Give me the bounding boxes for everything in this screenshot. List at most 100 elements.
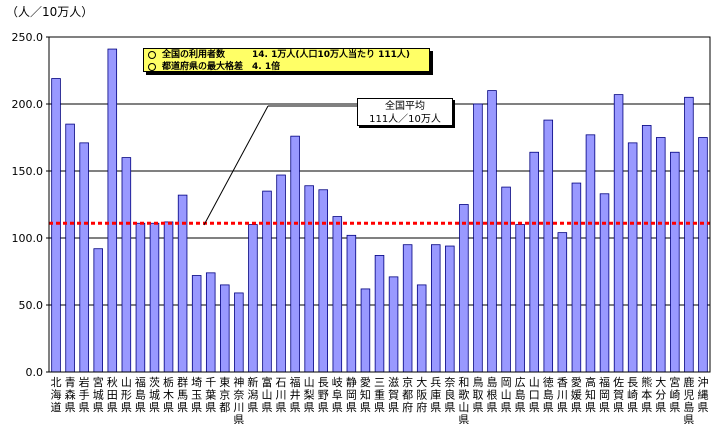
bar-熊本県 [641, 125, 652, 373]
bar-長野県 [318, 189, 329, 373]
category-label: 東京都 [219, 376, 230, 414]
category-label: 秋田県 [107, 375, 118, 414]
y-tick-label: 100.0 [12, 232, 44, 245]
bar-沖縄県 [698, 137, 708, 373]
average-callout-title: 全国平均 [385, 101, 425, 112]
category-label: 広島県 [515, 376, 526, 414]
bar-大阪府 [416, 284, 427, 373]
bar-東京都 [220, 284, 230, 373]
bar-奈良県 [445, 245, 455, 373]
bar-富山県 [262, 190, 272, 373]
category-label: 富山県 [261, 375, 272, 414]
category-label: 佐賀県 [613, 375, 624, 414]
bar-群馬県 [177, 194, 188, 373]
y-unit-label: （人／10万人） [6, 5, 93, 19]
bar-徳島県 [543, 119, 554, 373]
bar-岐阜県 [332, 216, 343, 373]
category-label: 福井県 [290, 375, 301, 414]
bullet-circle-icon [148, 62, 156, 71]
bar-大分県 [656, 137, 666, 373]
bar-岡山県 [501, 186, 511, 373]
category-label: 岩手県 [79, 375, 90, 414]
bar-岩手県 [79, 142, 89, 373]
y-tick-label: 200.0 [12, 98, 44, 111]
category-label: 岐阜県 [332, 376, 343, 414]
category-label: 熊本県 [641, 375, 652, 414]
bar-愛知県 [360, 288, 371, 373]
category-label: 神奈川県 [233, 375, 244, 424]
category-label: 奈良県 [444, 375, 455, 414]
bar-佐賀県 [613, 94, 624, 373]
category-label: 京都府 [402, 375, 413, 414]
bar-和歌山県 [459, 204, 469, 373]
category-label: 石川県 [276, 376, 287, 414]
category-labels: 北海道青森県岩手県宮城県秋田県山形県福島県茨城県栃木県群馬県埼玉県千葉県東京都神… [51, 375, 709, 424]
category-label: 鳥取県 [472, 375, 483, 414]
category-label: 栃木県 [163, 375, 174, 414]
category-label: 高知県 [585, 375, 596, 414]
bar-島根県 [487, 90, 497, 373]
average-leader-line [203, 105, 269, 226]
bar-愛媛県 [571, 182, 582, 373]
category-label: 徳島県 [543, 376, 554, 414]
category-label: 静岡県 [346, 375, 357, 414]
y-axis-ticks: 0.0 50.0 100.0 150.0 200.0 250.0 [12, 31, 49, 379]
bars [51, 48, 708, 373]
bar-山梨県 [304, 185, 314, 373]
category-label: 大阪府 [416, 375, 427, 414]
category-label: 香川県 [557, 376, 568, 414]
bar-茨城県 [149, 222, 160, 373]
category-label: 大分県 [655, 375, 666, 414]
category-label: 愛知県 [360, 376, 371, 414]
bullet-circle-icon [148, 50, 156, 59]
bar-石川県 [276, 174, 286, 373]
bar-神奈川県 [234, 292, 244, 373]
bar-宮城県 [93, 248, 103, 373]
category-label: 福岡県 [599, 375, 610, 414]
y-tick-label: 50.0 [19, 299, 44, 312]
bar-宮崎県 [670, 151, 680, 373]
category-label: 滋賀県 [388, 376, 399, 414]
category-label: 群馬県 [177, 375, 188, 414]
category-label: 長崎県 [627, 376, 638, 414]
bar-香川県 [557, 232, 568, 373]
bar-静岡県 [346, 234, 357, 373]
category-label: 茨城県 [149, 375, 160, 414]
average-callout: 全国平均 111人／10万人 [357, 98, 453, 126]
average-callout-value: 111人／10万人 [369, 114, 441, 125]
bar-福島県 [135, 222, 146, 373]
bar-鳥取県 [473, 103, 483, 373]
category-label: 北海道 [51, 376, 62, 414]
category-label: 愛媛県 [571, 376, 582, 414]
category-label: 宮崎県 [669, 375, 680, 414]
category-label: 三重県 [374, 376, 385, 414]
category-label: 埼玉県 [191, 375, 202, 414]
summary-box: 全国の利用者数 14. 1万人(人口10万人当たり 111人) 都道府県の最大格… [143, 48, 430, 72]
category-label: 山梨県 [304, 376, 315, 414]
plot-frame [48, 36, 711, 373]
category-label: 長野県 [318, 376, 329, 414]
category-label: 山口県 [529, 376, 540, 414]
bar-千葉県 [205, 272, 216, 373]
category-label: 和歌山県 [458, 376, 469, 424]
bar-福岡県 [599, 193, 610, 373]
category-label: 岡山県 [501, 376, 512, 414]
bar-北海道 [51, 78, 61, 373]
category-label: 青森県 [65, 376, 76, 414]
bar-山口県 [529, 151, 539, 373]
category-label: 沖縄県 [697, 376, 708, 414]
category-label: 宮城県 [93, 375, 104, 414]
category-label: 兵庫県 [430, 376, 441, 414]
category-label: 島根県 [487, 375, 498, 414]
category-label: 鹿児島県 [683, 375, 694, 424]
category-label: 千葉県 [205, 376, 216, 414]
bar-山形県 [121, 157, 132, 373]
y-tick-label: 150.0 [12, 165, 44, 178]
summary-line-2: 都道府県の最大格差 4. 1倍 [162, 62, 281, 72]
bar-京都府 [402, 244, 413, 373]
bar-滋賀県 [388, 276, 399, 373]
bar-鹿児島県 [684, 96, 694, 373]
bar-福井県 [290, 135, 300, 373]
bar-長崎県 [627, 142, 638, 373]
